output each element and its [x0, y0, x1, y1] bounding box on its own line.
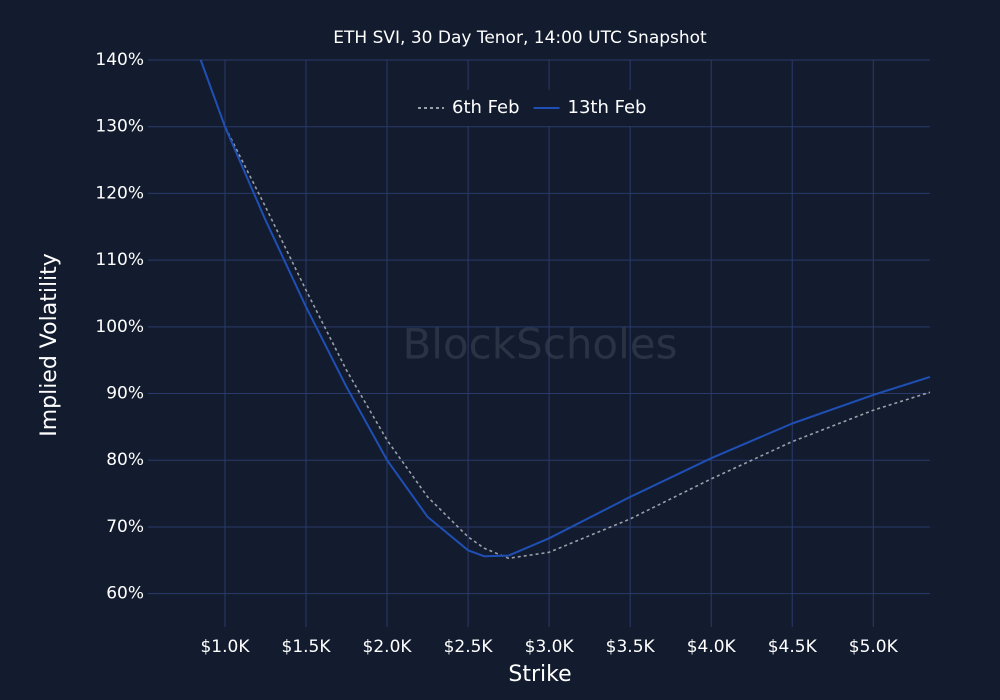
y-tick-label: 140% — [95, 50, 144, 70]
x-tick-label: $3.0K — [525, 637, 575, 657]
x-tick-label: $5.0K — [849, 637, 899, 657]
x-tick-label: $4.0K — [687, 637, 737, 657]
x-tick-label: $1.5K — [282, 637, 332, 657]
x-tick-label: $2.5K — [444, 637, 494, 657]
y-tick-label: 120% — [95, 183, 144, 203]
watermark: BlockScholes — [402, 320, 677, 369]
chart-title: ETH SVI, 30 Day Tenor, 14:00 UTC Snapsho… — [333, 28, 707, 48]
y-tick-label: 60% — [106, 584, 144, 604]
x-tick-label: $3.5K — [606, 637, 656, 657]
y-tick-label: 80% — [106, 450, 144, 470]
legend-label: 13th Feb — [568, 97, 647, 118]
x-tick-label: $2.0K — [363, 637, 413, 657]
y-tick-label: 100% — [95, 317, 144, 337]
y-tick-label: 70% — [106, 517, 144, 537]
x-tick-label: $4.5K — [768, 637, 818, 657]
y-tick-label: 110% — [95, 250, 144, 270]
series-line — [199, 59, 931, 558]
series-line — [199, 59, 931, 560]
legend-label: 6th Feb — [452, 97, 520, 118]
y-axis-label: Implied Volatility — [37, 253, 62, 437]
x-tick-label: $1.0K — [200, 637, 250, 657]
x-axis-label: Strike — [508, 662, 571, 687]
y-tick-label: 130% — [95, 117, 144, 137]
y-tick-label: 90% — [106, 384, 144, 404]
